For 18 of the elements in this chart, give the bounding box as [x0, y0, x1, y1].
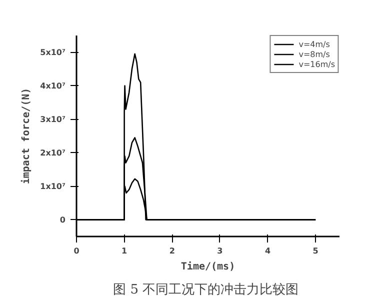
caption: 图 5 不同工况下的冲击力比较图 [113, 282, 299, 298]
y-axis-title: impact force/(N) [20, 88, 32, 184]
y-tick-label: 2x10⁷ [40, 148, 66, 158]
legend-label: v=16m/s [298, 59, 335, 69]
x-tick-label: 2 [169, 246, 175, 256]
y-tick-label: 5x10⁷ [40, 48, 66, 57]
x-tick-label: 4 [264, 246, 271, 256]
x-tick-label: 3 [217, 246, 223, 256]
y-tick-label: 0 [60, 215, 66, 224]
legend-label: v=4m/s [298, 39, 330, 49]
y-tick-label: 3x10⁷ [40, 114, 66, 124]
x-tick-label: 1 [122, 246, 128, 256]
x-tick-label: 5 [312, 246, 319, 256]
legend-label: v=8m/s [298, 49, 330, 59]
x-tick-label: 0 [74, 246, 80, 256]
y-tick-label: 4x10⁷ [40, 81, 66, 90]
x-axis-title: Time/(ms) [180, 260, 236, 272]
y-tick-label: 1x10⁷ [40, 182, 66, 191]
